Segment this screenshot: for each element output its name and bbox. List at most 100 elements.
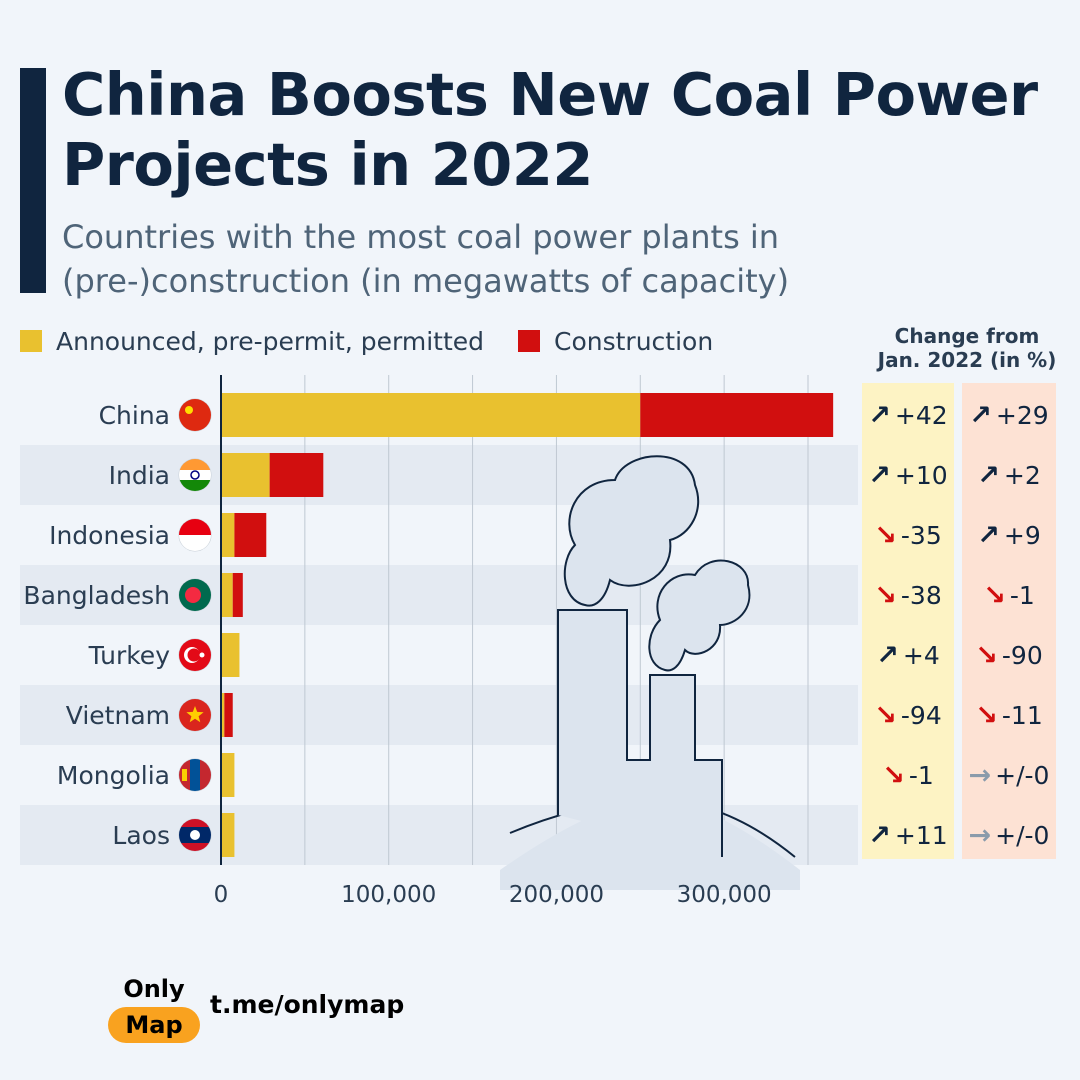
legend: Announced, pre-permit, permitted Constru… <box>20 325 747 357</box>
category-label: India <box>109 461 170 490</box>
legend-item-announced: Announced, pre-permit, permitted <box>20 327 484 356</box>
bar-chart: China India Indonesia Bangladesh Turkey Vietn… <box>20 375 858 908</box>
flag-shape <box>179 519 211 551</box>
row-band <box>20 445 858 505</box>
category-label: Bangladesh <box>23 581 170 610</box>
change-value: -11 <box>1001 700 1043 730</box>
change-cell-construction: ↘ -90 <box>962 625 1056 685</box>
category-label: Indonesia <box>49 521 170 550</box>
change-header-line1: Change from <box>894 324 1040 348</box>
arrow-up-icon: ↗ <box>969 399 992 431</box>
category-label: Mongolia <box>57 761 170 790</box>
change-cell-construction: → +/-0 <box>962 805 1056 865</box>
arrow-down-icon: ↘ <box>874 579 897 611</box>
flag-shape <box>179 459 211 491</box>
onlymap-logo: Only Map <box>108 975 200 1045</box>
change-value: +10 <box>894 460 948 490</box>
arrow-down-icon: ↘ <box>874 699 897 731</box>
arrow-up-icon: ↗ <box>876 639 899 671</box>
change-value: -38 <box>900 580 942 610</box>
bar-construction-china <box>640 393 834 437</box>
change-value: -90 <box>1001 640 1043 670</box>
change-value: -1 <box>908 760 934 790</box>
change-column-announced <box>862 383 954 859</box>
change-cell-announced: ↘ -94 <box>862 685 954 745</box>
change-cell-construction: ↗ +9 <box>962 505 1056 565</box>
bar-announced-mongolia <box>221 753 235 797</box>
legend-swatch-announced <box>20 330 42 352</box>
change-value: +2 <box>1003 460 1041 490</box>
bar-announced-bangladesh <box>221 573 233 617</box>
arrow-flat-icon: → <box>968 819 992 851</box>
arrow-down-icon: ↘ <box>975 699 998 731</box>
legend-swatch-construction <box>518 330 540 352</box>
change-cell-construction: → +/-0 <box>962 745 1056 805</box>
category-label: Turkey <box>88 641 171 670</box>
bar-announced-india <box>221 453 270 497</box>
chart-subtitle: Countries with the most coal power plant… <box>62 218 790 300</box>
x-tick-label: 300,000 <box>677 882 772 908</box>
flag-shape <box>179 579 211 611</box>
change-value: +11 <box>894 820 948 850</box>
change-value: +42 <box>894 400 948 430</box>
arrow-down-icon: ↘ <box>983 579 1006 611</box>
x-tick-label: 200,000 <box>509 882 604 908</box>
change-cell-announced: ↘ -35 <box>862 505 954 565</box>
change-cell-announced: ↘ -1 <box>862 745 954 805</box>
x-tick-label: 0 <box>214 882 229 908</box>
arrow-flat-icon: → <box>968 759 992 791</box>
flag-shape <box>179 399 211 431</box>
bar-announced-vietnam <box>221 693 225 737</box>
legend-item-construction: Construction <box>518 327 713 356</box>
change-value: +9 <box>1003 520 1041 550</box>
change-cell-announced: ↗ +11 <box>862 805 954 865</box>
legend-label-announced: Announced, pre-permit, permitted <box>56 326 484 356</box>
bar-construction-vietnam <box>224 693 233 737</box>
arrow-up-icon: ↗ <box>977 519 1000 551</box>
footer-link[interactable]: t.me/onlymap <box>210 990 405 1019</box>
flag-shape <box>179 819 211 851</box>
flag-shape <box>179 699 211 731</box>
flag-shape <box>179 639 211 671</box>
bar-announced-china <box>221 393 641 437</box>
change-value: -35 <box>900 520 942 550</box>
change-cell-construction: ↘ -1 <box>962 565 1056 625</box>
change-header-line2: Jan. 2022 (in %) <box>877 348 1057 372</box>
bar-announced-indonesia <box>221 513 235 557</box>
bar-announced-laos <box>221 813 235 857</box>
category-label: Vietnam <box>66 701 170 730</box>
change-cell-announced: ↗ +10 <box>862 445 954 505</box>
change-cell-construction: ↗ +29 <box>962 385 1056 445</box>
arrow-up-icon: ↗ <box>868 819 891 851</box>
change-cell-construction: ↗ +2 <box>962 445 1056 505</box>
flag-shape <box>179 759 211 791</box>
row-band <box>20 685 858 745</box>
change-cell-construction: ↘ -11 <box>962 685 1056 745</box>
change-cell-announced: ↘ -38 <box>862 565 954 625</box>
bar-construction-indonesia <box>234 513 267 557</box>
change-value: +/-0 <box>995 760 1050 790</box>
arrow-down-icon: ↘ <box>975 639 998 671</box>
chart-title: China Boosts New Coal Power Projects in … <box>62 60 1038 199</box>
change-column-header: Change from Jan. 2022 (in %) <box>862 324 1072 372</box>
change-cell-announced: ↗ +42 <box>862 385 954 445</box>
change-column-construction <box>962 383 1056 859</box>
logo-text-bottom: Map <box>108 1007 200 1043</box>
category-label: Laos <box>112 821 170 850</box>
title-accent-bar <box>20 68 46 293</box>
arrow-up-icon: ↗ <box>868 399 891 431</box>
category-label: China <box>99 401 170 430</box>
change-value: -94 <box>900 700 942 730</box>
logo-text-top: Only <box>123 975 185 1003</box>
arrow-up-icon: ↗ <box>868 459 891 491</box>
bar-announced-turkey <box>221 633 240 677</box>
change-value: +/-0 <box>995 820 1050 850</box>
legend-label-construction: Construction <box>554 326 714 356</box>
change-value: +4 <box>902 640 940 670</box>
arrow-down-icon: ↘ <box>882 759 905 791</box>
bar-construction-india <box>269 453 324 497</box>
change-value: -1 <box>1009 580 1035 610</box>
x-tick-label: 100,000 <box>341 882 436 908</box>
arrow-up-icon: ↗ <box>977 459 1000 491</box>
arrow-down-icon: ↘ <box>874 519 897 551</box>
